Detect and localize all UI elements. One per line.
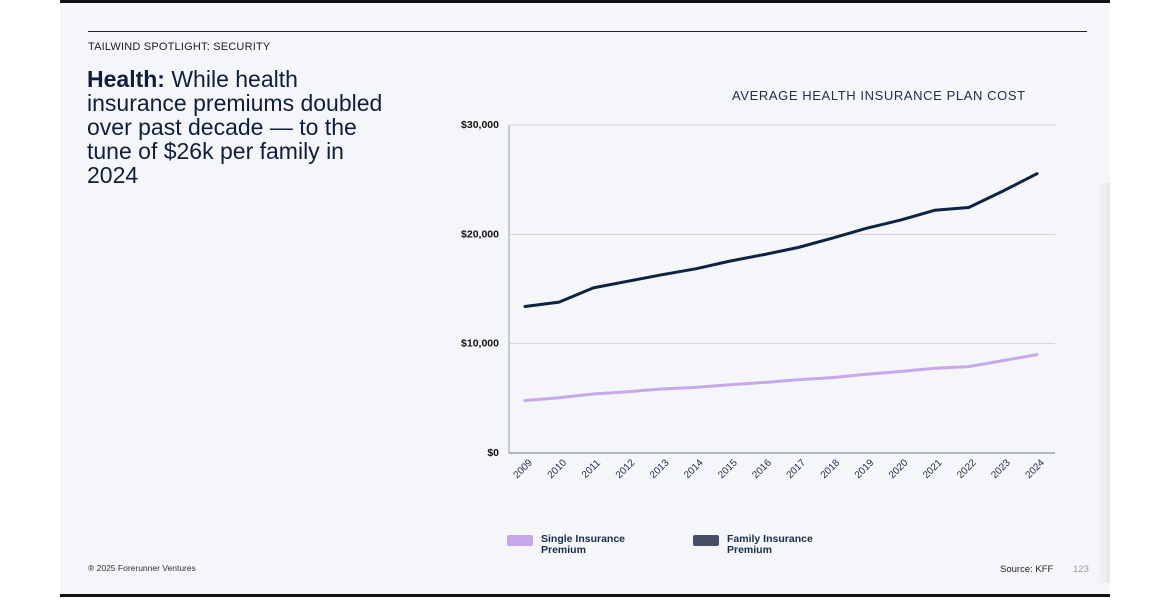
series-line-single xyxy=(523,353,1039,402)
x-tick-label: 2017 xyxy=(785,457,809,481)
x-tick-label: 2022 xyxy=(955,457,979,481)
source-note: Source: KFF xyxy=(1000,564,1054,575)
x-tick-label: 2021 xyxy=(921,457,945,481)
legend-family: Family Insurance Premium xyxy=(693,534,837,556)
legend-swatch-family xyxy=(693,535,719,546)
x-tick-label: 2023 xyxy=(989,457,1013,481)
edge-shadow xyxy=(1096,183,1110,583)
copyright: ® 2025 Forerunner Ventures xyxy=(88,563,196,573)
page-number: 123 xyxy=(1073,564,1089,575)
legend-label-family: Family Insurance Premium xyxy=(727,533,813,556)
x-tick-label: 2018 xyxy=(819,457,843,481)
y-tick-label: $0 xyxy=(487,447,499,459)
y-tick-label: $30,000 xyxy=(461,119,499,131)
x-tick-label: 2024 xyxy=(1023,457,1047,481)
x-tick-label: 2009 xyxy=(511,457,535,481)
y-tick-label: $20,000 xyxy=(461,228,499,240)
slide: TAILWIND SPOTLIGHT: SECURITY Health: Whi… xyxy=(60,0,1110,597)
x-tick-label: 2019 xyxy=(853,457,877,481)
x-tick-label: 2013 xyxy=(648,457,672,481)
x-tick-label: 2020 xyxy=(887,457,911,481)
legend-swatch-single xyxy=(507,535,533,546)
series-line-family xyxy=(523,172,1039,308)
legend-label-single: Single Insurance Premium xyxy=(541,533,626,556)
y-tick-label: $10,000 xyxy=(461,338,499,350)
x-tick-label: 2016 xyxy=(750,457,774,481)
x-tick-label: 2012 xyxy=(614,457,638,481)
headline-bold: Health: xyxy=(87,66,165,92)
x-tick-label: 2015 xyxy=(716,457,740,481)
headline: Health: While health insurance premiums … xyxy=(87,67,397,187)
headline-text: While health insurance premiums doubled … xyxy=(87,66,383,188)
eyebrow-label: TAILWIND SPOTLIGHT: SECURITY xyxy=(88,41,271,53)
x-tick-label: 2010 xyxy=(546,457,570,481)
header-rule xyxy=(88,31,1087,32)
x-tick-label: 2014 xyxy=(682,457,706,481)
chart-title: AVERAGE HEALTH INSURANCE PLAN COST xyxy=(732,88,1026,103)
x-tick-label: 2011 xyxy=(580,457,603,480)
legend-single: Single Insurance Premium xyxy=(507,534,651,556)
line-chart: $0 $10,000 $20,000 $30,000 2009 2010 2011 2012 2… xyxy=(461,119,1055,481)
